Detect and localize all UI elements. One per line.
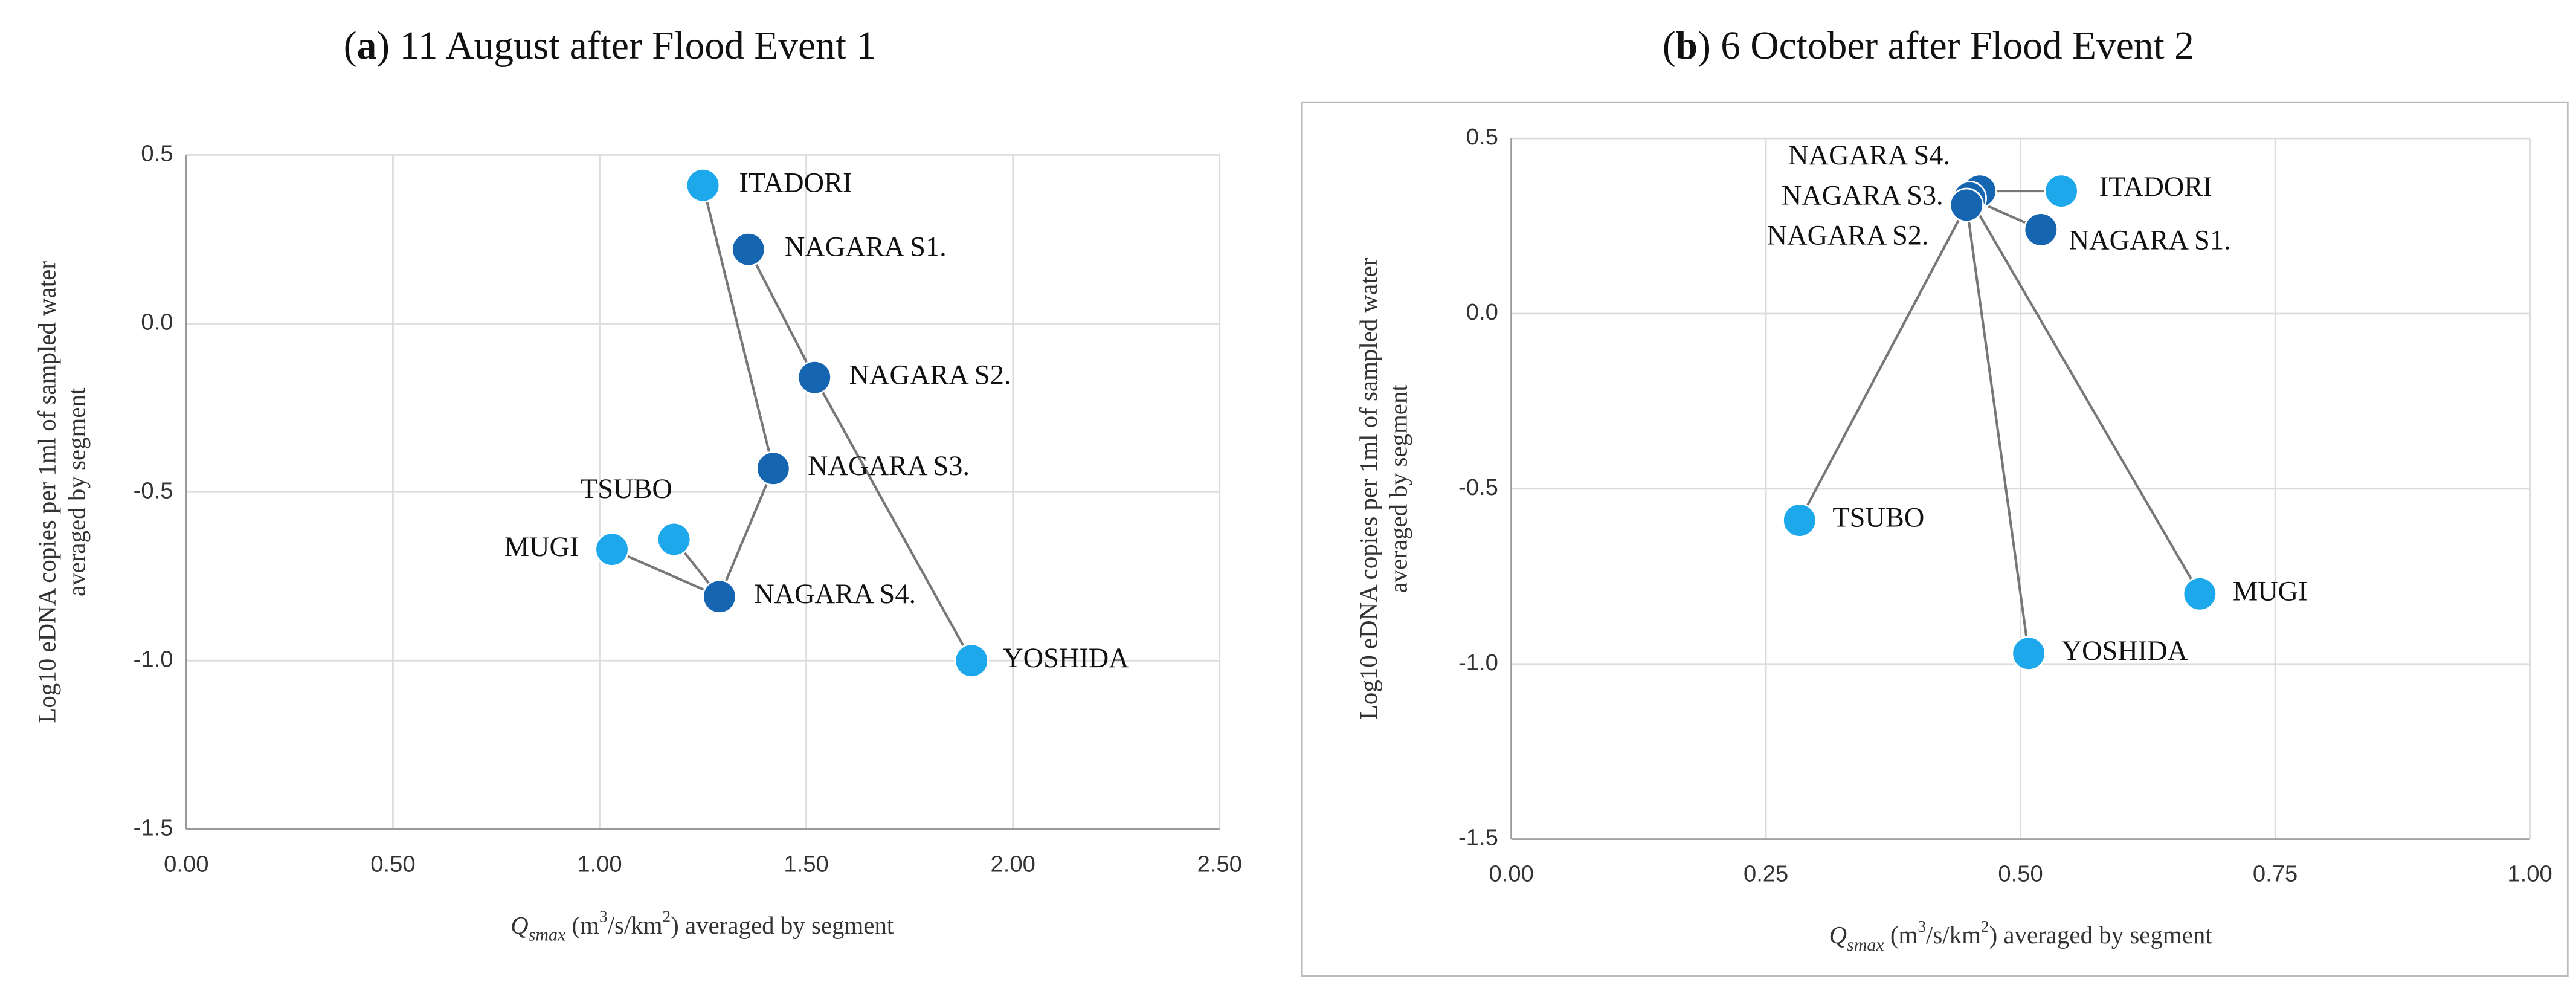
x-tick-label: 0.75	[2253, 861, 2297, 887]
point-label: NAGARA S3.	[1782, 180, 1943, 211]
point	[594, 532, 630, 567]
x-label-part: 2	[663, 908, 671, 926]
point-label: NAGARA S2.	[1767, 221, 1929, 251]
point	[731, 231, 766, 267]
y-tick-label: -0.5	[134, 477, 173, 503]
y-tick-label: -1.5	[1458, 825, 1498, 851]
x-tick-label: 2.00	[991, 851, 1035, 877]
point-label: ITADORI	[739, 167, 852, 198]
connector	[1965, 205, 2030, 654]
x-tick-label: 0.00	[1489, 861, 1533, 887]
y-tick-label: 0.0	[1466, 299, 1498, 325]
y-axis-label: Log10 eDNA copies per 1ml of sampled wat…	[33, 261, 60, 723]
y-tick-label: 0.5	[141, 141, 173, 167]
point	[657, 522, 692, 557]
connector	[813, 376, 973, 662]
x-label-part: ) averaged by segment	[671, 912, 894, 939]
x-axis-label: Qsmax (m3/s/km2) averaged by segment	[510, 908, 894, 945]
connector	[718, 468, 774, 598]
title-part: ) 6 October after Flood Event 2	[1698, 24, 2194, 68]
x-tick-label: 2.50	[1197, 851, 1242, 877]
point-label: YOSHIDA	[1003, 643, 1129, 674]
chart-frame	[1301, 101, 2569, 977]
point	[797, 360, 832, 395]
point	[954, 643, 989, 678]
x-axis-label: Qsmax (m3/s/km2) averaged by segment	[1829, 917, 2213, 955]
y-tick-label: -1.0	[1458, 650, 1498, 676]
x-label-part: 3	[1918, 917, 1926, 935]
point	[2182, 576, 2217, 612]
connector	[701, 185, 774, 469]
y-axis-label: averaged by segment	[1385, 384, 1412, 593]
chart-title: (a) 11 August after Flood Event 1	[344, 24, 876, 68]
connector	[747, 248, 816, 378]
y-tick-label: 0.5	[1466, 124, 1498, 150]
x-tick-label: 0.00	[164, 851, 208, 877]
point	[685, 168, 721, 203]
point-label: NAGARA S4.	[1788, 140, 1950, 171]
point	[756, 451, 791, 486]
point	[2044, 173, 2079, 208]
x-tick-label: 0.50	[370, 851, 415, 877]
y-tick-label: -1.5	[134, 815, 173, 841]
x-label-part: Q	[1829, 922, 1847, 949]
x-label-part: /s/km	[1926, 922, 1981, 949]
y-tick-label: -0.5	[1458, 474, 1498, 500]
connector	[1798, 204, 1968, 521]
x-label-part: (m	[1884, 922, 1918, 949]
y-tick-label: 0.0	[141, 309, 173, 335]
point-label: MUGI	[2233, 576, 2308, 607]
x-tick-label: 0.50	[1998, 861, 2043, 887]
x-label-part: smax	[529, 925, 566, 945]
x-tick-label: 0.25	[1744, 861, 1788, 887]
point-label: NAGARA S4.	[754, 579, 916, 610]
x-label-part: 2	[1981, 917, 1989, 935]
point-label: TSUBO	[581, 474, 672, 505]
y-axis-label: Log10 eDNA copies per 1ml of sampled wat…	[1355, 257, 1382, 720]
point-label: NAGARA S3.	[808, 451, 970, 482]
point	[702, 579, 737, 614]
point-label: ITADORI	[2099, 172, 2212, 202]
title-part: a	[357, 24, 377, 68]
x-tick-label: 1.00	[577, 851, 622, 877]
point-label: NAGARA S1.	[785, 231, 947, 262]
point	[1949, 187, 1984, 222]
y-axis-label: averaged by segment	[63, 387, 90, 596]
point	[1782, 503, 1817, 538]
x-label-part: ) averaged by segment	[1989, 922, 2213, 949]
title-part: (	[1663, 24, 1676, 68]
x-label-part: 3	[599, 908, 608, 926]
point-label: NAGARA S2.	[849, 360, 1011, 390]
y-tick-label: -1.0	[134, 646, 173, 672]
x-tick-label: 1.00	[2507, 861, 2552, 887]
title-part: (	[344, 24, 357, 68]
x-tick-label: 1.50	[784, 851, 828, 877]
point-label: TSUBO	[1832, 503, 1924, 534]
point	[2023, 212, 2058, 247]
chart-title: (b) 6 October after Flood Event 2	[1663, 24, 2194, 68]
x-label-part: smax	[1847, 935, 1884, 955]
point-label: NAGARA S1.	[2069, 225, 2231, 256]
title-part: ) 11 August after Flood Event 1	[376, 24, 876, 68]
point-label: MUGI	[504, 532, 579, 563]
x-label-part: /s/km	[608, 912, 663, 939]
x-label-part: Q	[510, 912, 529, 939]
connector	[611, 548, 720, 598]
connector	[1968, 197, 2201, 595]
x-label-part: (m	[565, 912, 599, 939]
point-label: YOSHIDA	[2062, 636, 2188, 667]
point	[2011, 636, 2046, 671]
title-part: b	[1676, 24, 1698, 68]
